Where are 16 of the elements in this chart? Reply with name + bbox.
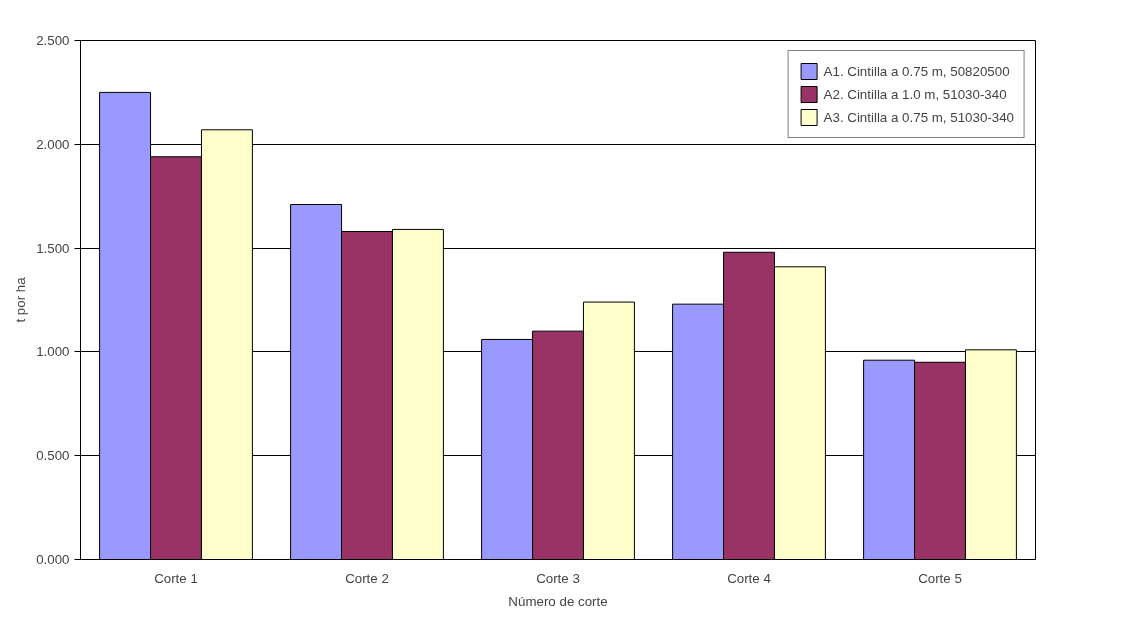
x-tick-label: Corte 4 (727, 570, 772, 586)
y-tick-label: 2.000 (36, 136, 70, 152)
y-tick-label: 0.500 (36, 448, 70, 464)
y-tick-label: 1.000 (36, 344, 70, 360)
y-tick-label: 1.500 (36, 240, 70, 256)
y-tick-label: 2.500 (36, 33, 70, 48)
x-tick-label: Corte 3 (536, 570, 580, 586)
legend-label: A1. Cintilla a 0.75 m, 50820500 (823, 63, 1010, 79)
y-axis-title: t por ha (13, 276, 29, 323)
x-tick-label: Corte 1 (154, 570, 198, 586)
legend-label: A3. Cintilla a 0.75 m, 51030-340 (823, 109, 1014, 125)
legend-label: A2. Cintilla a 1.0 m, 51030-340 (823, 86, 1007, 102)
x-tick-label: Corte 5 (918, 570, 962, 586)
y-tick-label: 0.000 (36, 552, 70, 567)
x-tick-label: Corte 2 (345, 570, 389, 586)
x-axis-title: Número de corte (508, 593, 608, 609)
